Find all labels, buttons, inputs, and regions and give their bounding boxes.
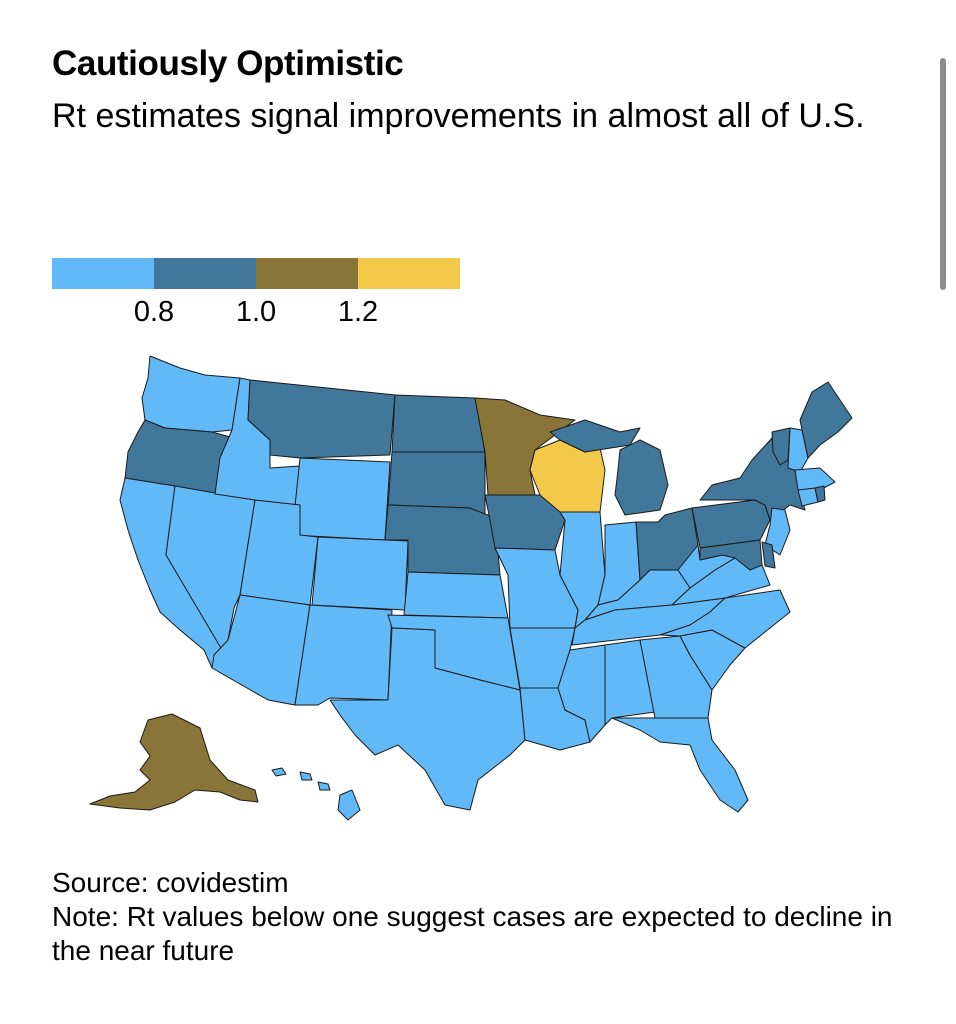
source-text: Source: covidestim [52, 867, 289, 898]
source-note: Source: covidestim Note: Rt values below… [52, 866, 932, 968]
state-ri [814, 485, 826, 503]
state-mt [247, 379, 396, 459]
legend-swatch-above-1-2 [358, 258, 460, 289]
state-wy [291, 457, 391, 541]
state-me [799, 381, 853, 459]
state-mi [549, 419, 669, 516]
state-de [761, 541, 776, 569]
chart-title: Cautiously Optimistic [52, 44, 404, 83]
legend-swatch-0-8-to-1-0 [154, 258, 256, 289]
state-vt [771, 427, 791, 466]
state-md [699, 539, 763, 571]
state-ak [89, 713, 259, 811]
color-legend: 0.8 1.0 1.2 [52, 258, 472, 338]
legend-tick-label: 1.0 [235, 296, 277, 328]
state-wa [141, 355, 241, 433]
scrollbar[interactable] [940, 58, 946, 290]
legend-swatch-1-0-to-1-2 [256, 258, 358, 289]
state-nh [787, 427, 809, 473]
state-hi [271, 767, 361, 821]
state-nm [294, 604, 393, 706]
state-nc [659, 589, 791, 649]
state-ct [797, 487, 819, 507]
legend-bar [52, 258, 460, 289]
note-text: Note: Rt values below one suggest cases … [52, 901, 893, 966]
state-co [311, 536, 409, 611]
state-tx [329, 627, 526, 811]
legend-tick-label: 0.8 [133, 296, 175, 328]
us-state-map [89, 355, 853, 821]
chart-subtitle: Rt estimates signal improvements in almo… [52, 97, 865, 135]
legend-tick-label: 1.2 [337, 296, 379, 328]
state-ma [794, 467, 836, 491]
legend-swatch-below-0-8 [52, 258, 154, 289]
state-fl [611, 717, 749, 813]
state-ks [403, 571, 509, 619]
state-al [604, 639, 656, 726]
state-nd [391, 394, 486, 453]
state-nj [764, 507, 791, 556]
